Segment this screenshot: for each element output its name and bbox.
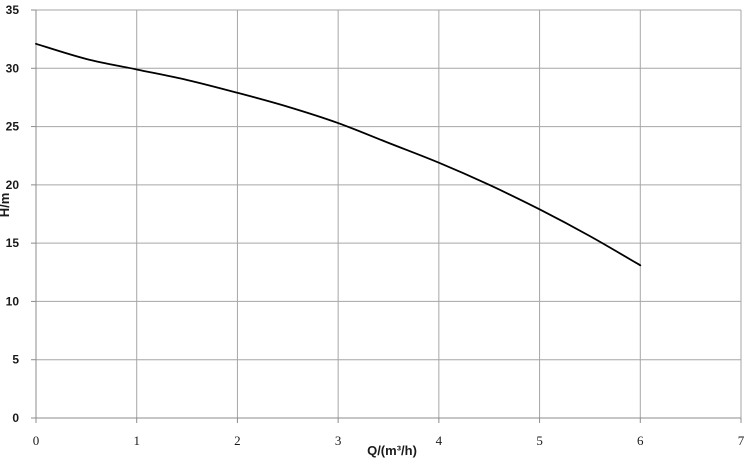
series-line	[35, 42, 642, 267]
series-layer	[35, 42, 642, 267]
x-tick-label: 4	[436, 433, 443, 448]
x-tick-label: 7	[738, 433, 745, 448]
x-tick-label: 0	[33, 433, 40, 448]
y-tick-label: 20	[6, 178, 20, 192]
axes	[31, 9, 742, 423]
y-tick-label: 10	[6, 294, 20, 308]
y-tick-labels: 0 5 10 15 20 25 30 35	[6, 3, 20, 425]
y-tick-label: 25	[6, 120, 20, 134]
y-axis-title: H/m	[0, 193, 12, 218]
y-tick-label: 35	[6, 3, 20, 17]
y-tick-label: 5	[12, 353, 19, 367]
grid	[36, 9, 742, 418]
x-tick-label: 3	[335, 433, 342, 448]
y-tick-label: 30	[6, 61, 20, 75]
x-tick-labels: 0 1 2 3 4 5 6 7	[33, 433, 745, 448]
x-tick-label: 6	[637, 433, 644, 448]
x-tick-label: 2	[234, 433, 241, 448]
y-tick-label: 0	[12, 411, 19, 425]
x-axis-title: Q/(m³/h)	[367, 443, 417, 458]
y-tick-label: 15	[6, 236, 20, 250]
x-tick-label: 1	[133, 433, 140, 448]
x-tick-label: 5	[536, 433, 543, 448]
